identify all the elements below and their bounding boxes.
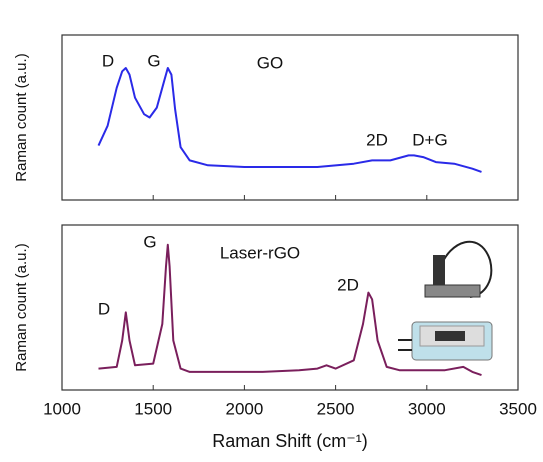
peak-annotation: G <box>143 232 156 251</box>
peak-annotation: G <box>147 51 160 70</box>
x-tick-label: 3000 <box>408 399 446 418</box>
x-tick-label: 1500 <box>134 399 172 418</box>
plot-frame <box>61 34 519 201</box>
x-tick-label: 3500 <box>499 399 537 418</box>
y-axis-label: Raman count (a.u.) <box>13 53 30 181</box>
peak-annotation: 2D <box>366 130 388 149</box>
plot-frame <box>61 224 519 391</box>
inset-photo <box>398 240 493 361</box>
spectrum-line <box>97 67 482 173</box>
peak-annotation: Laser-rGO <box>220 243 300 262</box>
peak-annotation: D <box>102 51 114 70</box>
peak-annotation: D+G <box>412 130 447 149</box>
x-tick-label: 1000 <box>43 399 81 418</box>
x-tick-label: 2000 <box>225 399 263 418</box>
spectrum-line <box>98 243 482 377</box>
x-tick-label: 2500 <box>317 399 355 418</box>
peak-annotation: GO <box>257 53 283 72</box>
peak-annotation: D <box>98 299 110 318</box>
y-axis-label: Raman count (a.u.) <box>13 243 30 371</box>
peak-annotation: 2D <box>337 275 359 294</box>
x-axis-label: Raman Shift (cm⁻¹) <box>212 431 368 451</box>
